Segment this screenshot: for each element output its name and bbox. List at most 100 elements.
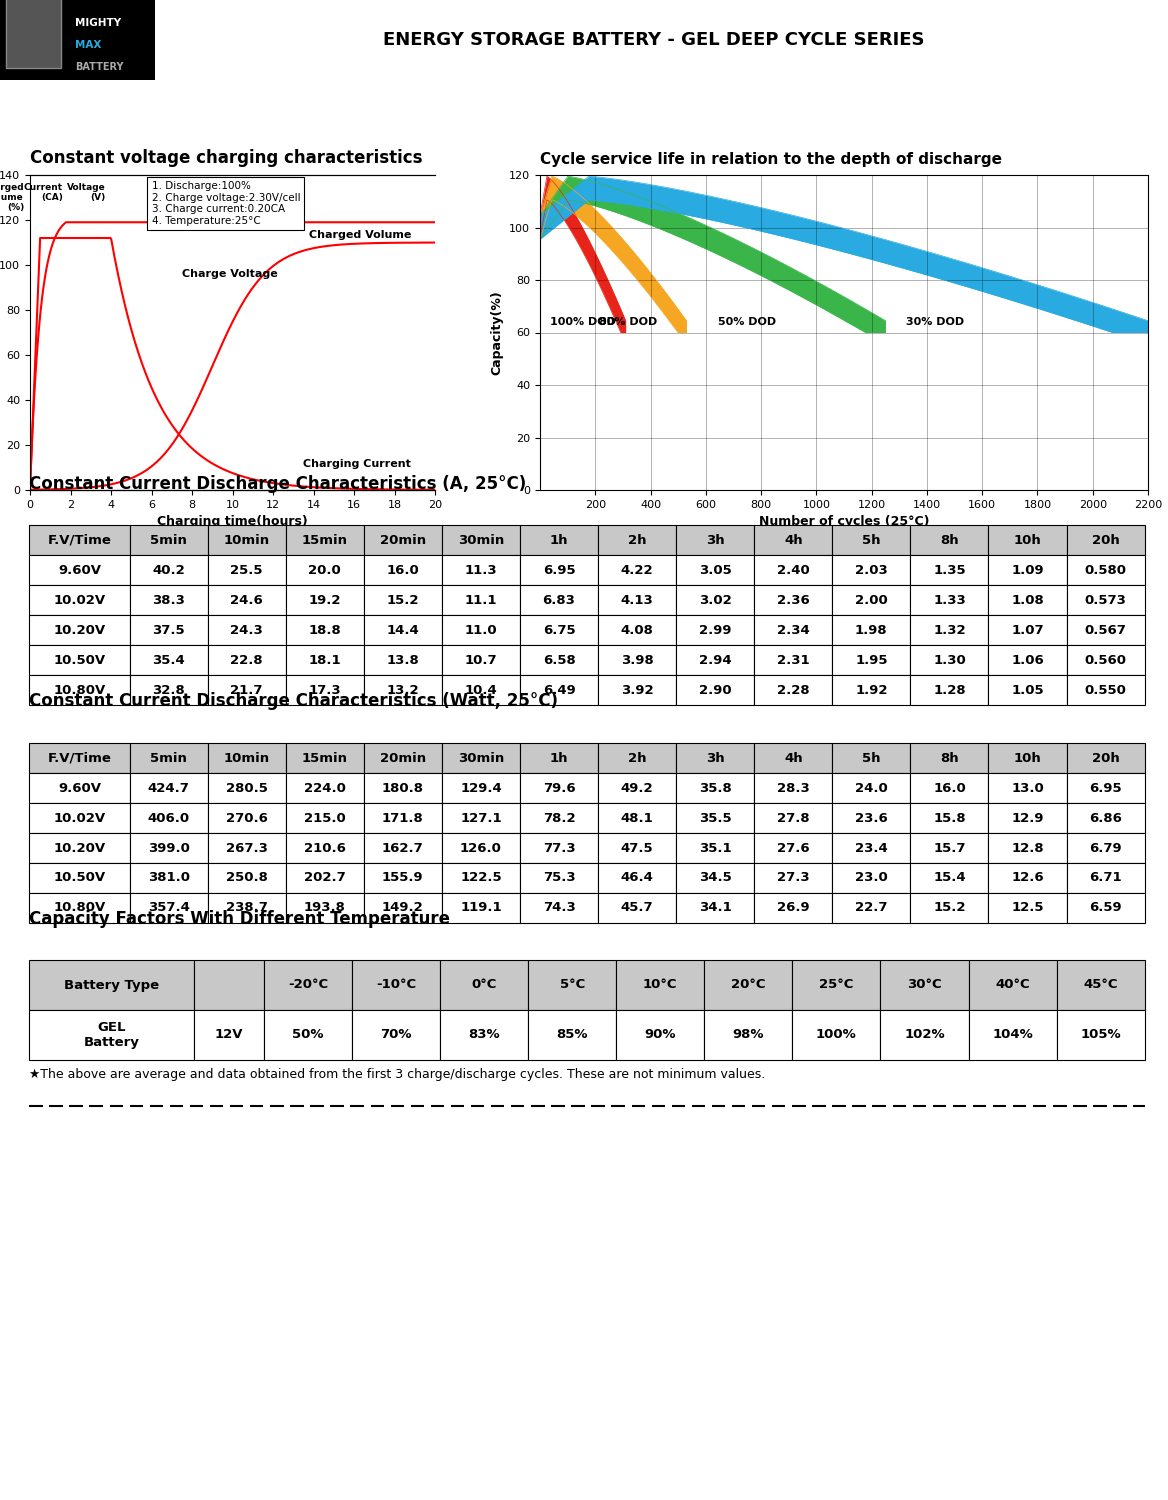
Text: 2.36: 2.36 — [777, 594, 809, 606]
Text: -10°C: -10°C — [376, 978, 416, 992]
Bar — [208, 892, 286, 922]
Bar — [988, 742, 1066, 772]
Text: 4h: 4h — [784, 534, 802, 546]
Text: Capacity Factors With Different Temperature: Capacity Factors With Different Temperat… — [29, 910, 450, 928]
Text: 23.0: 23.0 — [855, 871, 888, 885]
Bar — [598, 742, 676, 772]
Text: 15.2: 15.2 — [933, 902, 966, 915]
Text: 10.80V: 10.80V — [54, 684, 105, 696]
Text: 119.1: 119.1 — [460, 902, 502, 915]
Bar — [364, 742, 442, 772]
Bar — [598, 645, 676, 675]
Text: 28.3: 28.3 — [777, 782, 809, 795]
Text: 74.3: 74.3 — [543, 902, 576, 915]
Text: 3.02: 3.02 — [698, 594, 731, 606]
Bar — [29, 1010, 194, 1060]
Bar — [286, 833, 364, 862]
Text: 22.7: 22.7 — [855, 902, 888, 915]
Text: 14.4: 14.4 — [387, 624, 419, 636]
Bar — [910, 555, 988, 585]
Text: 25.5: 25.5 — [230, 564, 263, 576]
Text: 21.7: 21.7 — [230, 684, 263, 696]
Bar — [442, 555, 520, 585]
Bar — [988, 833, 1066, 862]
Text: 10.7: 10.7 — [465, 654, 498, 666]
Text: 12.9: 12.9 — [1011, 812, 1044, 825]
Text: 15.4: 15.4 — [933, 871, 966, 885]
Bar — [910, 862, 988, 892]
Bar — [520, 862, 598, 892]
Text: 11.0: 11.0 — [465, 624, 498, 636]
Text: 1h: 1h — [550, 534, 569, 546]
Bar — [755, 862, 833, 892]
Bar — [910, 645, 988, 675]
Bar — [208, 615, 286, 645]
Bar — [910, 772, 988, 802]
Bar — [194, 1010, 264, 1060]
Text: 224.0: 224.0 — [304, 782, 346, 795]
Bar — [130, 615, 208, 645]
Bar — [286, 772, 364, 802]
Bar — [704, 1010, 792, 1060]
Bar — [208, 525, 286, 555]
Bar — [130, 675, 208, 705]
Bar — [833, 615, 910, 645]
Text: -20°C: -20°C — [288, 978, 328, 992]
Bar — [442, 772, 520, 802]
Bar — [833, 742, 910, 772]
Bar — [988, 585, 1066, 615]
Bar — [364, 615, 442, 645]
Text: 45°C: 45°C — [1084, 978, 1118, 992]
Text: 30min: 30min — [458, 752, 505, 765]
Text: 75.3: 75.3 — [543, 871, 576, 885]
Bar — [29, 960, 194, 1010]
Bar — [208, 555, 286, 585]
Bar — [130, 833, 208, 862]
Text: 34.5: 34.5 — [698, 871, 731, 885]
Text: Cycle service life in relation to the depth of discharge: Cycle service life in relation to the de… — [540, 152, 1002, 166]
Text: 100%: 100% — [816, 1029, 857, 1041]
Bar — [286, 645, 364, 675]
Text: 15.8: 15.8 — [933, 812, 966, 825]
Bar — [29, 742, 130, 772]
Text: 13.2: 13.2 — [387, 684, 419, 696]
Bar — [833, 645, 910, 675]
Text: 171.8: 171.8 — [382, 812, 424, 825]
Bar — [520, 833, 598, 862]
Bar — [598, 555, 676, 585]
Bar — [910, 585, 988, 615]
Bar — [352, 960, 440, 1010]
Text: 202.7: 202.7 — [304, 871, 346, 885]
Text: 5h: 5h — [862, 534, 881, 546]
Text: 127.1: 127.1 — [460, 812, 502, 825]
Text: 210.6: 210.6 — [304, 842, 346, 855]
Text: 24.3: 24.3 — [230, 624, 263, 636]
Text: 104%: 104% — [992, 1029, 1033, 1041]
Text: 78.2: 78.2 — [543, 812, 576, 825]
Text: 1.33: 1.33 — [933, 594, 966, 606]
Text: 20min: 20min — [380, 752, 426, 765]
Text: 8h: 8h — [940, 752, 959, 765]
Text: 9.60V: 9.60V — [58, 564, 100, 576]
Text: 83%: 83% — [468, 1029, 500, 1041]
Bar — [364, 525, 442, 555]
Bar — [1066, 525, 1145, 555]
Text: 155.9: 155.9 — [382, 871, 424, 885]
Text: 1.92: 1.92 — [855, 684, 888, 696]
Bar — [598, 675, 676, 705]
Bar — [208, 833, 286, 862]
Bar — [442, 645, 520, 675]
Text: 35.8: 35.8 — [698, 782, 731, 795]
Text: 38.3: 38.3 — [152, 594, 185, 606]
Text: 10.20V: 10.20V — [54, 624, 105, 636]
Text: 90%: 90% — [645, 1029, 676, 1041]
Text: 10.50V: 10.50V — [54, 654, 105, 666]
Text: 27.3: 27.3 — [777, 871, 809, 885]
Text: 48.1: 48.1 — [620, 812, 653, 825]
Bar — [1057, 960, 1145, 1010]
Bar — [598, 862, 676, 892]
Text: 1.35: 1.35 — [933, 564, 966, 576]
Text: 23.4: 23.4 — [855, 842, 888, 855]
Text: 13.8: 13.8 — [387, 654, 419, 666]
Bar — [1066, 742, 1145, 772]
